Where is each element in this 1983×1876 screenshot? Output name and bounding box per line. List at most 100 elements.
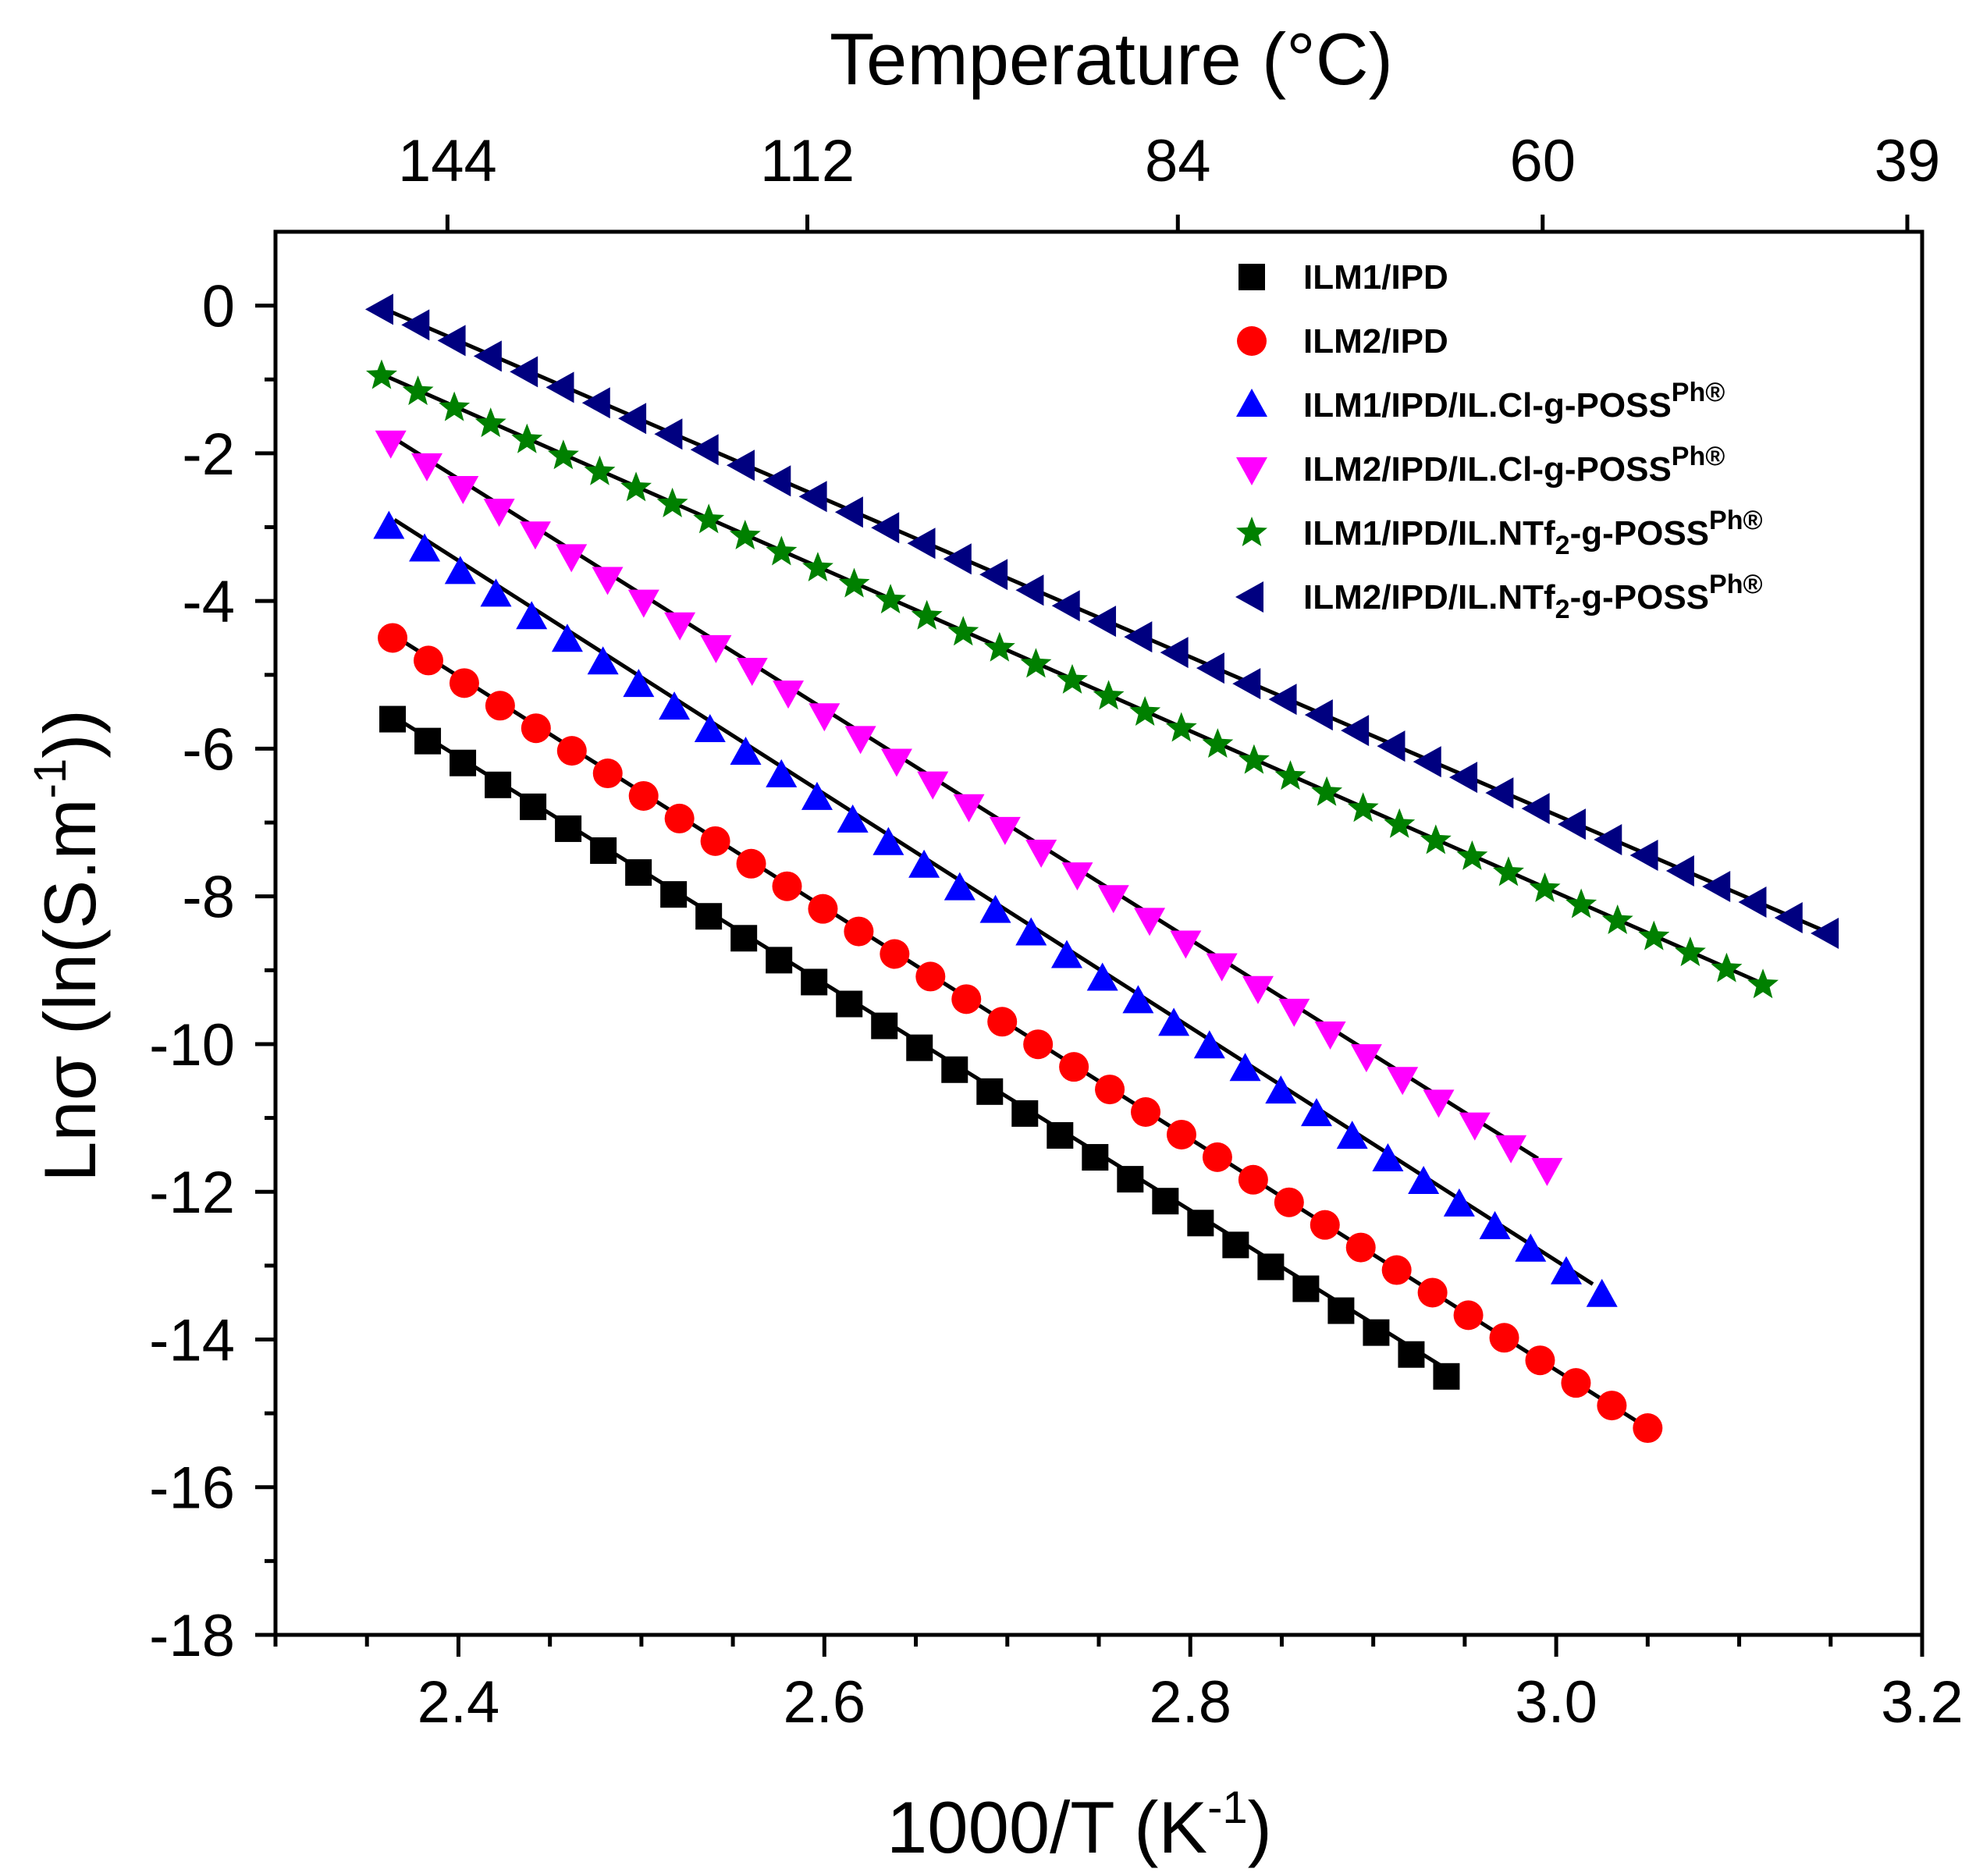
series-1-point xyxy=(871,1012,898,1039)
series-2-point xyxy=(449,668,479,698)
series-6-point xyxy=(473,340,502,372)
series-3-point xyxy=(409,533,441,562)
series-1-point xyxy=(590,837,617,865)
series-1-point xyxy=(1082,1144,1109,1171)
series-4-point xyxy=(375,430,407,459)
y-axis-title-superscript: -1 xyxy=(25,759,76,799)
series-4-point xyxy=(1459,1112,1491,1141)
series-4-point xyxy=(411,453,443,481)
series-2-point xyxy=(1059,1052,1089,1082)
x-axis-title-superscript: -1 xyxy=(1207,1782,1248,1833)
series-2-point xyxy=(880,939,910,969)
series-6-point xyxy=(1811,918,1839,949)
series-2-point xyxy=(1489,1323,1519,1353)
data-markers xyxy=(364,293,1839,1444)
series-1-point xyxy=(625,859,652,886)
series-4-point xyxy=(1097,885,1129,914)
series-5-point xyxy=(729,519,761,549)
legend-label-superscript: Ph® xyxy=(1672,378,1725,407)
series-3-markers xyxy=(373,510,1618,1307)
top-tick-label: 60 xyxy=(1509,128,1576,194)
series-6-point xyxy=(943,543,972,575)
series-5-point xyxy=(947,616,979,646)
series-1-point xyxy=(379,705,407,733)
series-5-point xyxy=(656,487,688,517)
legend-label-superscript: Ph® xyxy=(1709,570,1763,599)
series-5-point xyxy=(366,359,397,389)
series-3-point xyxy=(1372,1143,1404,1172)
series-3-point xyxy=(837,804,869,833)
series-5-point xyxy=(620,471,652,502)
legend-marker xyxy=(1236,517,1267,546)
series-1-point xyxy=(695,903,723,930)
series-1-point xyxy=(1117,1166,1144,1193)
series-2-point xyxy=(1345,1232,1376,1263)
series-5-point xyxy=(983,631,1015,662)
y-tick-label: -8 xyxy=(182,865,235,931)
series-2-point xyxy=(987,1007,1018,1037)
legend-label-main: ILM1/IPD/IL.Cl-g-POSS xyxy=(1303,386,1672,425)
series-1-markers xyxy=(379,705,1460,1390)
series-1-point xyxy=(450,749,477,776)
series-4-point xyxy=(447,475,479,504)
series-6-point xyxy=(727,449,755,481)
y-tick-label: -6 xyxy=(182,716,235,783)
series-5-point xyxy=(1093,680,1125,710)
series-5-point xyxy=(1456,840,1488,870)
series-5-point xyxy=(1202,728,1234,759)
series-1-point xyxy=(1187,1210,1214,1237)
series-2-point xyxy=(1274,1187,1304,1217)
series-5-point xyxy=(875,584,907,614)
legend-label: ILM2/IPD/IL.NTf2-g-POSSPh® xyxy=(1303,570,1763,624)
series-2-point xyxy=(485,691,515,721)
series-5-point xyxy=(1129,695,1161,726)
y-tick-label: -2 xyxy=(182,421,235,488)
y-tick-label: -12 xyxy=(149,1160,235,1226)
series-1-point xyxy=(801,968,828,996)
series-1-point xyxy=(1363,1319,1390,1346)
series-1-point xyxy=(766,947,793,974)
legend-label: ILM1/IPD/IL.Cl-g-POSSPh® xyxy=(1303,378,1725,425)
series-4-point xyxy=(1134,908,1166,936)
series-3-point xyxy=(1336,1121,1368,1149)
x-axis-title-end: ) xyxy=(1248,1786,1272,1868)
series-3-point xyxy=(1158,1007,1190,1036)
legend-label-suffix: -g-POSS xyxy=(1570,514,1709,552)
series-3-point xyxy=(1122,985,1154,1014)
series-6-point xyxy=(1485,777,1514,809)
series-2-point xyxy=(1633,1413,1663,1444)
legend-marker xyxy=(1236,389,1267,417)
series-5-point xyxy=(1601,904,1633,935)
y-tick-label: -18 xyxy=(149,1603,235,1669)
y-tick-label: -4 xyxy=(182,569,235,635)
legend-label: ILM1/IPD/IL.NTf2-g-POSSPh® xyxy=(1303,506,1763,560)
series-6-point xyxy=(1774,902,1803,934)
series-1-point xyxy=(1433,1363,1460,1390)
series-6-point xyxy=(581,387,610,419)
legend-label-superscript: Ph® xyxy=(1672,442,1725,471)
series-3-point xyxy=(516,601,548,630)
legend: ILM1/IPDILM2/IPDILM1/IPD/IL.Cl-g-POSSPh®… xyxy=(1235,258,1763,624)
series-6-point xyxy=(401,309,430,341)
series-6-point xyxy=(618,403,647,435)
series-6-point xyxy=(1268,684,1297,716)
series-2-point xyxy=(772,871,802,901)
series-2-point xyxy=(700,826,730,856)
series-3-point xyxy=(694,714,726,743)
series-1-point xyxy=(730,925,758,952)
series-5-point xyxy=(439,391,471,421)
series-4-point xyxy=(736,657,768,686)
legend-label-subscript: 2 xyxy=(1555,531,1570,560)
series-2-point xyxy=(1202,1142,1232,1172)
series-3-point xyxy=(587,646,619,675)
series-1-point xyxy=(836,990,863,1018)
series-2-point xyxy=(1166,1119,1196,1149)
legend-marker xyxy=(1236,457,1267,485)
series-6-point xyxy=(690,434,719,466)
series-5-point xyxy=(1020,648,1052,678)
series-3-point xyxy=(1193,1030,1225,1059)
top-tick-label: 84 xyxy=(1145,128,1211,194)
series-2-point xyxy=(521,713,551,744)
plot-frame xyxy=(273,229,1924,1637)
series-4-point xyxy=(664,612,696,641)
